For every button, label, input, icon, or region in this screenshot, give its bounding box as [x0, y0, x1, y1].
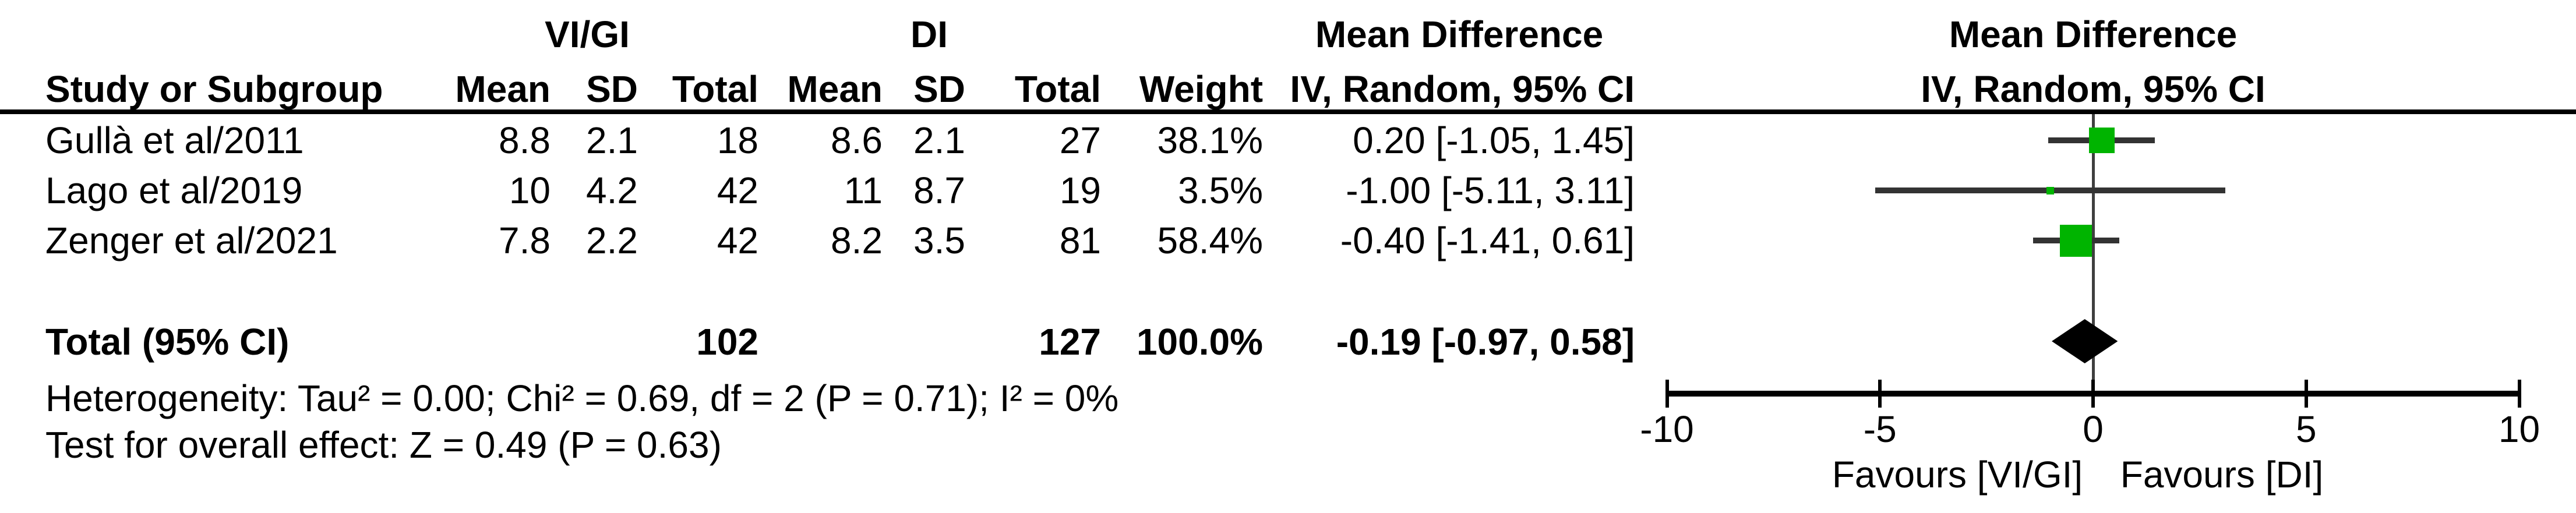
total1-col-header: Total: [672, 68, 758, 110]
cell-total2: 19: [1059, 169, 1101, 211]
plot-header-line2: IV, Random, 95% CI: [1921, 68, 2266, 110]
cell-weight: 58.4%: [1157, 220, 1263, 261]
cell-mean1: 7.8: [499, 220, 551, 261]
cell-sd1: 2.1: [586, 119, 638, 161]
cell-total1: 18: [717, 119, 758, 161]
cell-effect: -1.00 [-5.11, 3.11]: [1346, 169, 1635, 211]
heterogeneity-text: Heterogeneity: Tau² = 0.00; Chi² = 0.69,…: [45, 377, 1119, 419]
cell-sd1: 4.2: [586, 169, 638, 211]
cell-total1: 42: [717, 220, 758, 261]
mean2-col-header: Mean: [787, 68, 883, 110]
zero-reference-line: [2091, 114, 2095, 380]
total-row-total1: 102: [696, 321, 758, 363]
sd2-col-header: SD: [913, 68, 965, 110]
weight-col-header: Weight: [1139, 68, 1263, 110]
cell-mean1: 8.8: [499, 119, 551, 161]
favours-left-label: Favours [VI/GI]: [1832, 454, 2083, 496]
axis-tick: [2304, 380, 2308, 408]
pooled-effect-diamond: [2052, 319, 2118, 363]
cell-weight: 3.5%: [1178, 169, 1263, 211]
group2-header: DI: [911, 13, 948, 55]
overall-effect-text: Test for overall effect: Z = 0.49 (P = 0…: [45, 424, 722, 466]
cell-sd2: 8.7: [913, 169, 965, 211]
cell-total2: 27: [1059, 119, 1101, 161]
cell-sd1: 2.2: [586, 220, 638, 261]
tick-label: -5: [1863, 408, 1897, 450]
cell-total1: 42: [717, 169, 758, 211]
study-name: Zenger et al/2021: [45, 220, 338, 261]
cell-mean2: 8.2: [831, 220, 883, 261]
tick-label: 5: [2295, 408, 2317, 450]
axis-tick: [1665, 380, 1669, 408]
tick-label: 10: [2498, 408, 2540, 450]
study-name: Lago et al/2019: [45, 169, 303, 211]
effect-col-header-line2: IV, Random, 95% CI: [1290, 68, 1635, 110]
cell-effect: 0.20 [-1.05, 1.45]: [1353, 119, 1635, 161]
cell-sd2: 3.5: [913, 220, 965, 261]
axis-tick: [1878, 380, 1882, 408]
cell-weight: 38.1%: [1157, 119, 1263, 161]
effect-square: [2088, 128, 2115, 153]
tick-label: 0: [2083, 408, 2104, 450]
total2-col-header: Total: [1014, 68, 1101, 110]
cell-sd2: 2.1: [913, 119, 965, 161]
cell-total2: 81: [1059, 220, 1101, 261]
cell-mean1: 10: [509, 169, 551, 211]
total-row-total2: 127: [1039, 321, 1101, 363]
study-col-header: Study or Subgroup: [45, 68, 383, 110]
axis-tick: [2091, 380, 2095, 408]
tick-label: -10: [1640, 408, 1694, 450]
favours-right-label: Favours [DI]: [2120, 454, 2324, 496]
sd1-col-header: SD: [586, 68, 638, 110]
group1-header: VI/GI: [545, 13, 630, 55]
total-row-weight: 100.0%: [1136, 321, 1263, 363]
plot-header-line1: Mean Difference: [1949, 13, 2238, 55]
effect-square: [2046, 186, 2055, 194]
total-row-label: Total (95% CI): [45, 321, 290, 363]
study-name: Gullà et al/2011: [45, 119, 304, 161]
cell-effect: -0.40 [-1.41, 0.61]: [1340, 220, 1635, 261]
total-row-effect: -0.19 [-0.97, 0.58]: [1336, 321, 1635, 363]
effect-square: [2060, 224, 2092, 257]
effect-col-header-line1: Mean Difference: [1315, 13, 1604, 55]
cell-mean2: 8.6: [831, 119, 883, 161]
header-divider-rule: [0, 109, 2576, 114]
axis-tick: [2517, 380, 2521, 408]
mean1-col-header: Mean: [455, 68, 551, 110]
cell-mean2: 11: [844, 169, 883, 211]
